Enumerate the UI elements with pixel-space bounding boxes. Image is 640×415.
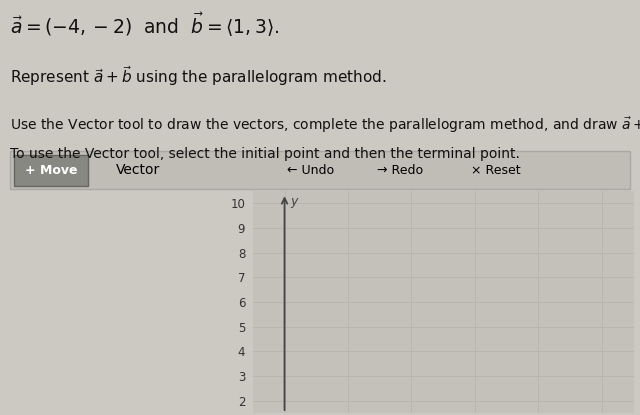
Text: → Redo: → Redo	[377, 164, 423, 177]
Text: $\vec{a} = (-4, -2)$  and  $\vec{b} = \langle 1, 3 \rangle.$: $\vec{a} = (-4, -2)$ and $\vec{b} = \lan…	[10, 10, 279, 38]
Text: Use the Vector tool to draw the vectors, complete the parallelogram method, and : Use the Vector tool to draw the vectors,…	[10, 112, 640, 135]
Text: To use the Vector tool, select the initial point and then the terminal point.: To use the Vector tool, select the initi…	[10, 147, 520, 161]
Bar	[10, 151, 630, 189]
Text: Represent $\vec{a} + \vec{b}$ using the parallelogram method.: Represent $\vec{a} + \vec{b}$ using the …	[10, 64, 387, 88]
Bar	[14, 155, 88, 186]
Text: × Reset: × Reset	[471, 164, 521, 177]
Text: y: y	[291, 195, 298, 208]
Text: + Move: + Move	[24, 164, 77, 177]
Text: ← Undo: ← Undo	[287, 164, 334, 177]
Text: Vector: Vector	[115, 163, 160, 177]
